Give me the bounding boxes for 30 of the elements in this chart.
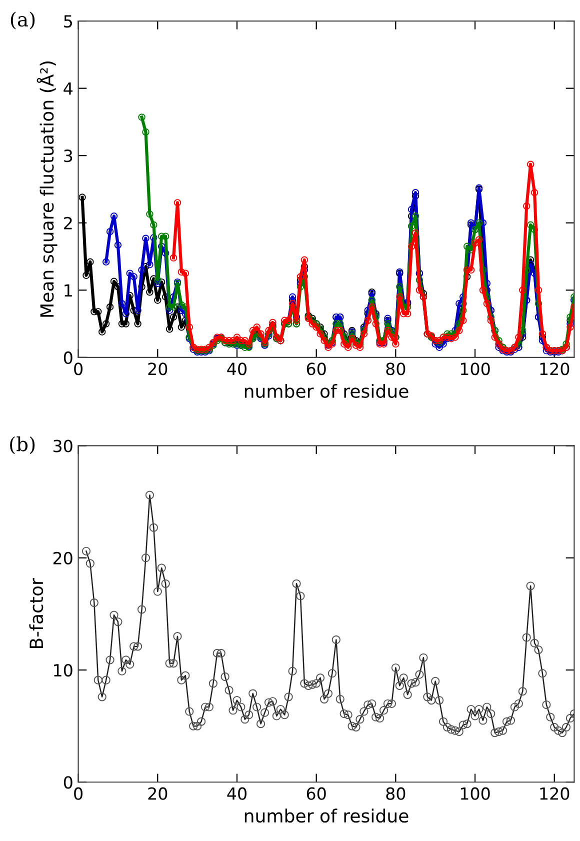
- text: (b): [10, 436, 35, 454]
- text: (a): [10, 12, 35, 30]
- y-tick-label: 2: [64, 216, 72, 230]
- x-tick-label: 40: [227, 787, 246, 800]
- y-tick-label: 30: [54, 440, 72, 452]
- y-tick-label: 4: [64, 82, 73, 95]
- y-tick-label: 0: [64, 776, 72, 789]
- x-tick-label: 80: [386, 787, 406, 800]
- x-tick-label: 60: [306, 787, 326, 800]
- y-tick-label: 20: [53, 552, 72, 564]
- x-tick-label: 60: [306, 362, 326, 376]
- x-tick-label: 100: [460, 362, 490, 376]
- x-axis-title: number of residue: [244, 384, 408, 398]
- x-tick-label: 20: [148, 787, 168, 800]
- x-tick-label: 80: [386, 362, 406, 376]
- x-tick-label: 120: [540, 362, 570, 376]
- y-tick-label: 10: [54, 664, 72, 677]
- y-tick-label: 0: [64, 351, 72, 364]
- x-axis-title: number of residue: [244, 808, 408, 823]
- y-tick-label: 1: [64, 284, 72, 296]
- y-tick-label: 5: [64, 15, 72, 28]
- x-tick-label: 40: [227, 362, 246, 376]
- y-axis-title: B-factor: [29, 578, 44, 648]
- x-tick-label: 0: [74, 787, 82, 800]
- y-tick-label: 3: [64, 150, 72, 162]
- x-tick-label: 120: [540, 787, 570, 800]
- x-tick-label: 100: [460, 787, 490, 800]
- x-tick-label: 0: [74, 362, 82, 376]
- y-axis-title: Mean square fluctuation (Å²): [36, 62, 58, 317]
- x-tick-label: 20: [148, 362, 168, 376]
